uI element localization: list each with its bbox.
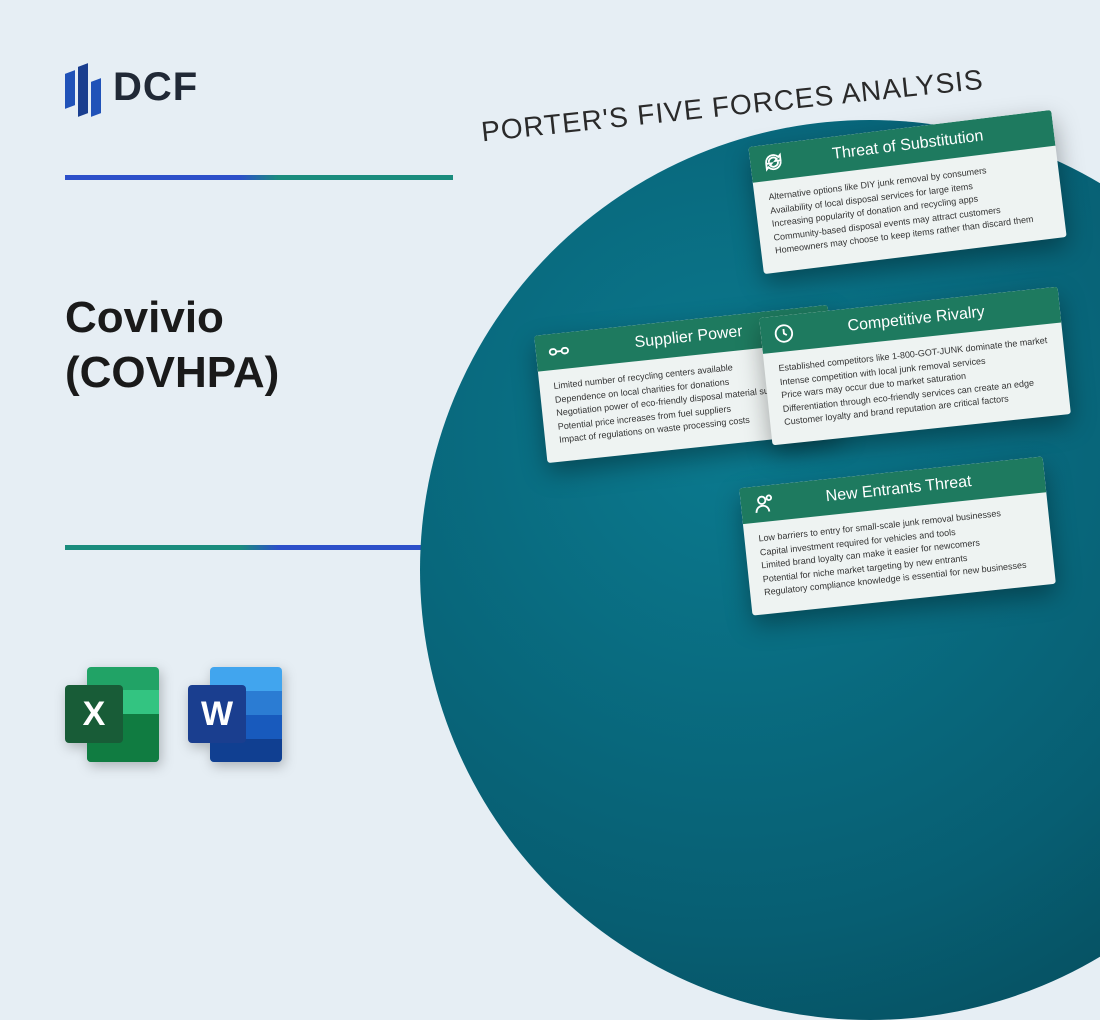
link-icon bbox=[547, 339, 571, 363]
excel-icon[interactable]: X bbox=[65, 667, 160, 762]
company-name: Covivio bbox=[65, 290, 279, 345]
clock-icon bbox=[772, 321, 796, 345]
logo-bars-icon bbox=[65, 60, 101, 115]
divider-top bbox=[65, 175, 453, 180]
company-ticker: (COVHPA) bbox=[65, 345, 279, 400]
logo: DCF bbox=[65, 60, 198, 115]
user-plus-icon bbox=[752, 492, 776, 516]
file-icons-row: X W bbox=[65, 667, 283, 762]
company-title: Covivio (COVHPA) bbox=[65, 290, 279, 400]
word-icon[interactable]: W bbox=[188, 667, 283, 762]
logo-text: DCF bbox=[113, 65, 198, 110]
divider-bottom bbox=[65, 545, 453, 550]
refresh-icon bbox=[761, 150, 786, 175]
page-container: DCF Covivio (COVHPA) X W PORTER'S FIVE F… bbox=[0, 0, 1100, 817]
